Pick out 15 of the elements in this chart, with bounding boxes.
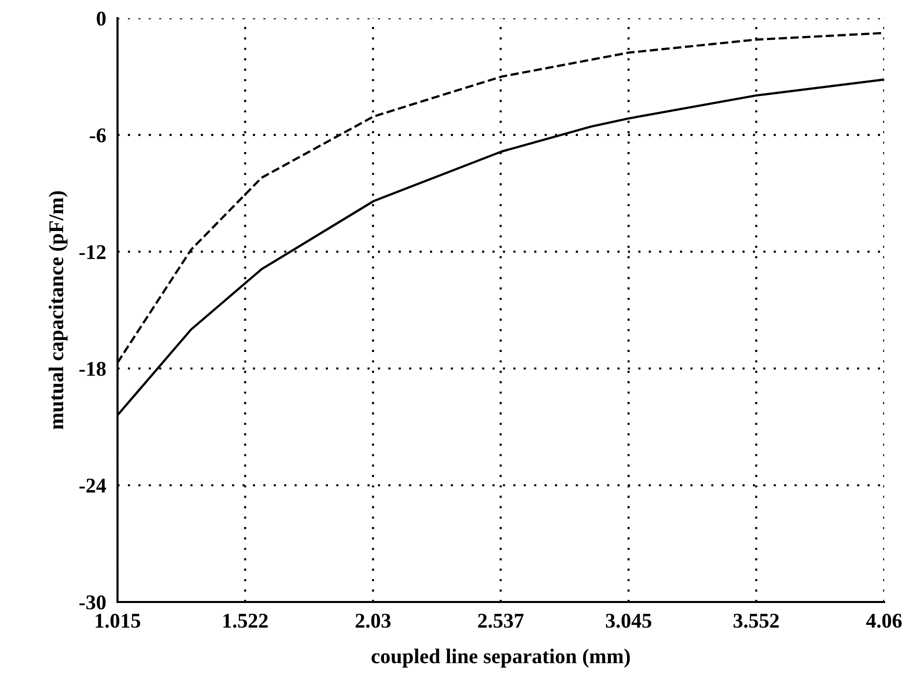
y-tick-label: -12 [79, 245, 106, 259]
x-tick-label: 2.03 [356, 614, 391, 628]
y-tick-label: -18 [79, 362, 106, 376]
x-tick-label: 3.552 [734, 614, 779, 628]
x-tick-label: 1.015 [96, 614, 140, 628]
x-tick-label: 4.06 [866, 614, 902, 628]
y-tick-label: -6 [90, 128, 106, 142]
x-tick-label: 3.045 [606, 614, 652, 628]
y-tick-label: 0 [96, 12, 106, 26]
y-axis-title: mutual capacitance (pF/m) [48, 191, 68, 430]
x-axis-title: coupled line separation (mm) [372, 648, 630, 668]
x-tick-label: 1.522 [223, 614, 268, 628]
x-tick-label: 2.537 [478, 614, 524, 628]
y-tick-label: -24 [79, 478, 106, 492]
y-tick-label: -30 [79, 595, 106, 610]
